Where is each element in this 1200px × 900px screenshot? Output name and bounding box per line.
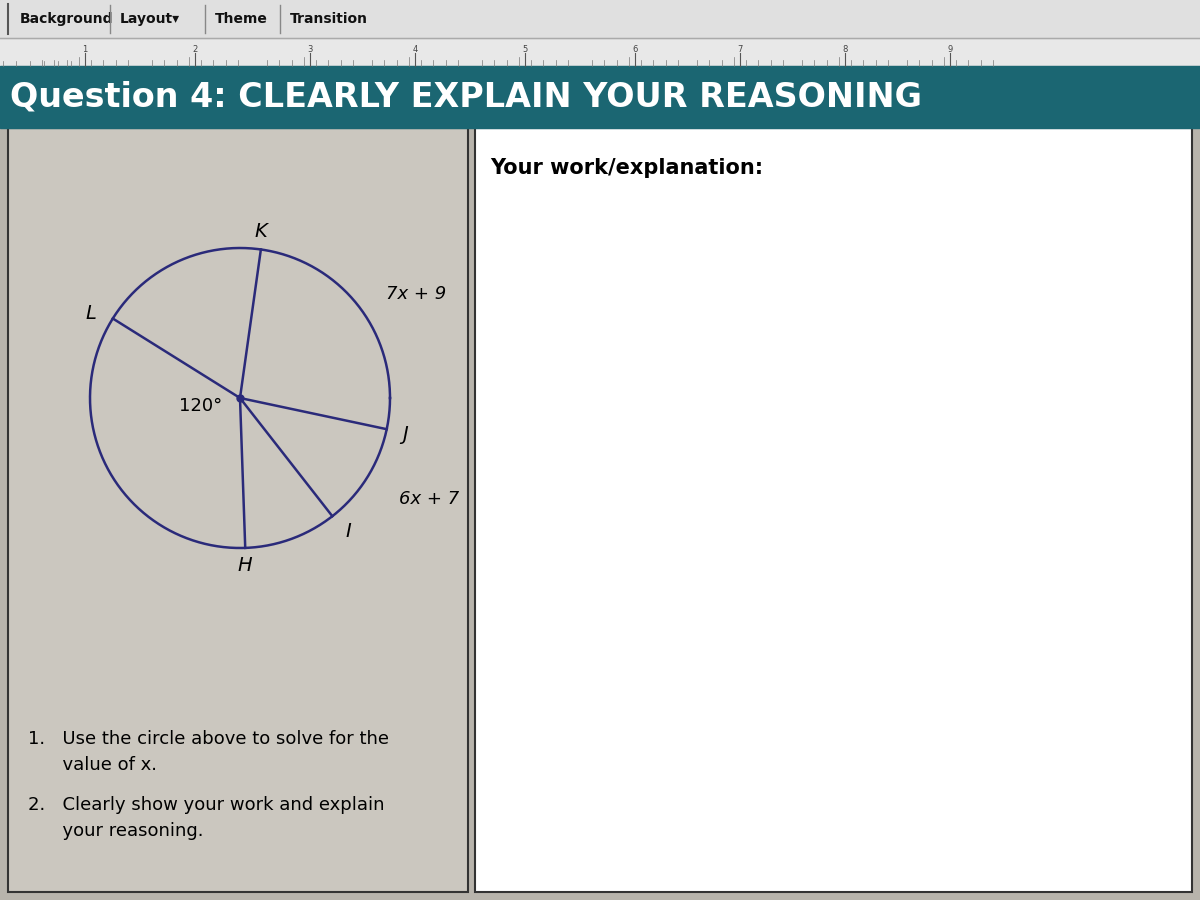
Text: 6x + 7: 6x + 7 bbox=[400, 491, 460, 508]
Text: Layout▾: Layout▾ bbox=[120, 12, 180, 26]
Text: 7x + 9: 7x + 9 bbox=[386, 285, 446, 303]
Text: 3: 3 bbox=[307, 45, 313, 54]
Text: Theme: Theme bbox=[215, 12, 268, 26]
Text: Background: Background bbox=[20, 12, 114, 26]
Text: 2.   Clearly show your work and explain: 2. Clearly show your work and explain bbox=[28, 796, 384, 814]
Text: L: L bbox=[85, 304, 96, 323]
Text: 5: 5 bbox=[522, 45, 528, 54]
Text: 1: 1 bbox=[83, 45, 88, 54]
Text: 8: 8 bbox=[842, 45, 847, 54]
Text: 2: 2 bbox=[192, 45, 198, 54]
Bar bbox=[0, 0, 1200, 38]
Text: K: K bbox=[254, 222, 268, 241]
Text: J: J bbox=[402, 425, 408, 444]
Text: Transition: Transition bbox=[290, 12, 368, 26]
Text: your reasoning.: your reasoning. bbox=[28, 822, 204, 840]
Text: 6: 6 bbox=[632, 45, 637, 54]
Text: 120°: 120° bbox=[179, 397, 222, 415]
Text: value of x.: value of x. bbox=[28, 756, 157, 774]
Text: H: H bbox=[238, 556, 252, 575]
Text: 7: 7 bbox=[737, 45, 743, 54]
Bar bbox=[8, 128, 468, 892]
Bar bbox=[0, 38, 1200, 66]
Text: I: I bbox=[346, 522, 352, 541]
Text: Question 4: CLEARLY EXPLAIN YOUR REASONING: Question 4: CLEARLY EXPLAIN YOUR REASONI… bbox=[10, 80, 922, 113]
Bar bbox=[0, 66, 1200, 128]
Text: Your work/explanation:: Your work/explanation: bbox=[490, 158, 763, 178]
Text: 9: 9 bbox=[947, 45, 953, 54]
Text: 1.   Use the circle above to solve for the: 1. Use the circle above to solve for the bbox=[28, 730, 389, 748]
Text: 4: 4 bbox=[413, 45, 418, 54]
Bar bbox=[475, 128, 1192, 892]
